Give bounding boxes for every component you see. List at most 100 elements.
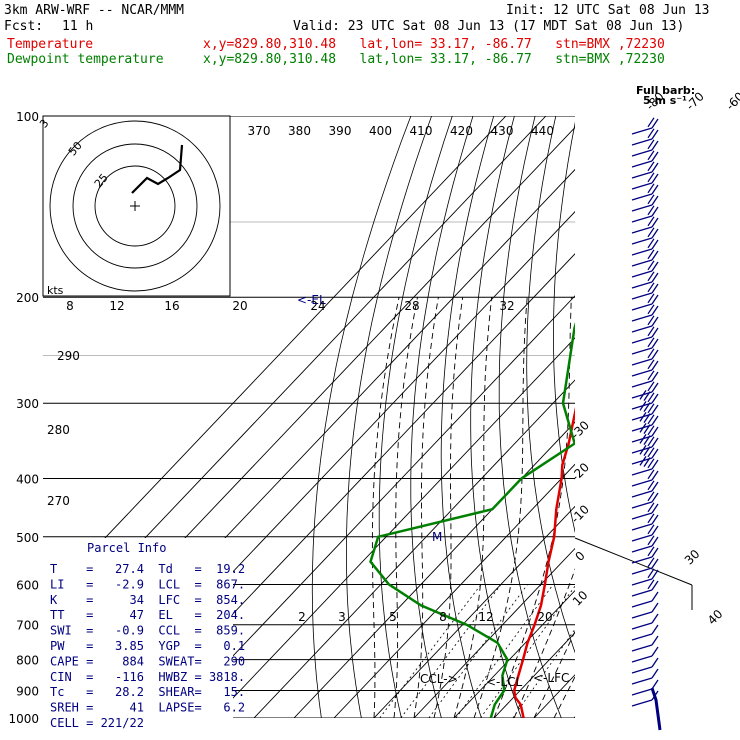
barb-feather (647, 282, 655, 293)
barb-staff (631, 127, 653, 135)
barb-staff (631, 226, 653, 234)
isotherm-label: 10 (570, 588, 591, 609)
wind-barb (631, 194, 659, 212)
parcel-row: SREH = 41 LAPSE= 6.2 (50, 701, 245, 715)
speed-axis-label: 32 (499, 299, 514, 313)
init-time: Init: 12 UTC Sat 08 Jun 13 (506, 3, 710, 18)
wind-barb (631, 271, 659, 289)
barb-feather (651, 217, 659, 228)
wind-barb (631, 557, 659, 575)
isotherm-label: 30 (682, 547, 703, 568)
barb-feather (647, 172, 655, 183)
barb-feather (651, 613, 659, 624)
wind-barb (631, 423, 659, 443)
barb-staff (631, 556, 653, 564)
parcel-row: TT = 47 EL = 204. (50, 608, 245, 622)
barb-feather (639, 390, 647, 400)
barb-feather (643, 402, 651, 412)
dry-adiabat (721, 116, 740, 718)
wind-barb (631, 315, 659, 333)
pressure-tick-label: 1000 (8, 712, 39, 726)
speed-axis-label: 16 (164, 299, 179, 313)
barb-feather (651, 591, 659, 602)
wind-barb (631, 568, 659, 586)
barb-feather (651, 569, 659, 580)
barb-feather (651, 239, 659, 250)
mixing-ratio-line (512, 628, 575, 718)
barb-feather (647, 436, 655, 447)
barb-feather (651, 173, 659, 184)
barb-feather (647, 260, 655, 271)
wind-barb (631, 370, 659, 388)
wind-barb (631, 390, 659, 410)
barb-feather (651, 668, 659, 679)
wind-barb (631, 238, 659, 256)
theta-label: 270 (47, 494, 70, 508)
pressure-tick-label: 800 (16, 654, 39, 668)
barb-feather (647, 502, 655, 513)
barb-staff (631, 567, 653, 575)
barb-feather (643, 435, 651, 445)
mean-marker: M (432, 530, 442, 544)
barb-feather (647, 337, 655, 348)
barb-feather (651, 349, 659, 360)
barb-feather (647, 271, 655, 282)
barb-feather (647, 326, 655, 337)
parcel-info-panel (43, 538, 233, 718)
barb-staff (631, 523, 653, 531)
hodograph-trace (131, 144, 184, 194)
lcl-marker: <-LCL (486, 675, 522, 689)
barb-feather (651, 327, 659, 338)
temperature-profile (512, 406, 575, 718)
barb-feather (647, 293, 655, 304)
barb-feather (647, 150, 655, 161)
wind-barb (631, 579, 659, 597)
barb-feather (647, 568, 655, 579)
wind-barb (631, 613, 659, 630)
barb-feather (651, 360, 659, 371)
barb-feather (643, 457, 651, 467)
barb-feather (643, 424, 651, 434)
barb-feather (643, 413, 651, 423)
barb-feather (647, 546, 655, 557)
moist-adiabat (493, 297, 572, 718)
temperature-location: x,y=829.80,310.48 lat,lon= 33.17, -86.77… (203, 37, 665, 52)
wind-barb (631, 139, 659, 157)
barb-staff (631, 490, 653, 498)
barb-feather (651, 646, 659, 657)
barb-feather (647, 183, 655, 194)
barb-feather (651, 426, 659, 437)
barb-feather (651, 195, 659, 206)
speed-axis-label: 28 (404, 299, 419, 313)
wind-barb (631, 337, 659, 355)
dry-adiabat (498, 116, 562, 718)
wind-barb (631, 502, 659, 520)
dry-adiabat (699, 116, 740, 718)
wind-barb (631, 491, 659, 509)
dry-adiabat (552, 121, 575, 534)
barb-feather (651, 536, 659, 547)
barb-feather (647, 161, 655, 172)
wind-barb (631, 657, 659, 674)
moist-adiabat (413, 297, 439, 718)
dry-adiabat (311, 116, 412, 718)
barb-feather (651, 525, 659, 536)
wind-barb (631, 381, 659, 399)
wind-barb (631, 326, 659, 344)
mixing-ratio-label: 8 (439, 610, 447, 624)
wind-barb (631, 480, 659, 498)
barb-feather (651, 184, 659, 195)
isotherm-label: -60 (723, 89, 740, 113)
barb-feather (647, 414, 655, 425)
dry-adiabat (346, 116, 432, 718)
barb-feather (651, 415, 659, 426)
forecast-label: Fcst: (4, 19, 44, 34)
dewpoint-legend: Dewpoint temperature (7, 52, 164, 67)
wind-barb (631, 513, 659, 531)
barb-feather (651, 272, 659, 283)
theta-label: 440 (531, 124, 554, 138)
barb-legend-unit: 5 m s⁻¹ (643, 94, 687, 107)
wind-barb (631, 668, 659, 685)
parcel-row: K = 34 LFC = 854. (50, 593, 245, 607)
